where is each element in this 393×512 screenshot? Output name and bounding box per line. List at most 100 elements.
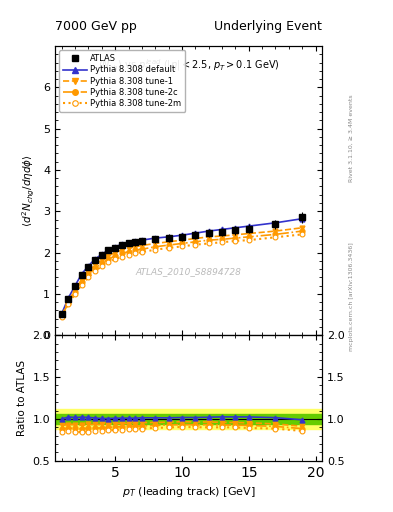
Pythia 8.308 tune-1 bbox=[73, 287, 77, 293]
Pythia 8.308 tune-2c bbox=[180, 241, 184, 247]
Pythia 8.308 default bbox=[93, 256, 97, 262]
Y-axis label: $\langle d^2 N_{chg}/d\eta d\phi \rangle$: $\langle d^2 N_{chg}/d\eta d\phi \rangle… bbox=[21, 154, 37, 227]
Pythia 8.308 tune-1 bbox=[126, 245, 131, 251]
Pythia 8.308 tune-2c bbox=[119, 250, 124, 257]
Pythia 8.308 tune-2m bbox=[153, 247, 158, 253]
Text: ATLAS_2010_S8894728: ATLAS_2010_S8894728 bbox=[136, 267, 242, 276]
Pythia 8.308 tune-1 bbox=[93, 262, 97, 268]
Pythia 8.308 tune-1 bbox=[113, 249, 118, 255]
Pythia 8.308 default bbox=[133, 238, 138, 244]
Pythia 8.308 tune-2c bbox=[133, 247, 138, 253]
Pythia 8.308 default bbox=[220, 226, 224, 232]
Bar bbox=[55, 414, 322, 423]
Pythia 8.308 tune-1 bbox=[180, 237, 184, 243]
Pythia 8.308 default bbox=[300, 216, 305, 222]
Pythia 8.308 default bbox=[79, 271, 84, 277]
Text: $\langle N_{ch} \rangle$ vs $p_T^{lead}$ ($|\eta| < 2.5$, $p_T > 0.1$ GeV): $\langle N_{ch} \rangle$ vs $p_T^{lead}$… bbox=[98, 58, 279, 74]
Pythia 8.308 tune-2c bbox=[220, 236, 224, 242]
Text: Rivet 3.1.10, ≥ 3.4M events: Rivet 3.1.10, ≥ 3.4M events bbox=[349, 94, 354, 182]
Pythia 8.308 tune-1 bbox=[106, 253, 111, 259]
Pythia 8.308 default bbox=[99, 251, 104, 257]
Pythia 8.308 default bbox=[66, 295, 71, 301]
Pythia 8.308 tune-2c bbox=[273, 231, 278, 238]
Pythia 8.308 default bbox=[193, 230, 198, 236]
Pythia 8.308 tune-2m bbox=[166, 245, 171, 251]
Pythia 8.308 tune-1 bbox=[193, 236, 198, 242]
Pythia 8.308 tune-2m bbox=[206, 241, 211, 247]
Pythia 8.308 tune-1 bbox=[79, 276, 84, 283]
Pythia 8.308 tune-2m bbox=[140, 249, 144, 255]
Pythia 8.308 tune-2c bbox=[106, 256, 111, 262]
Pythia 8.308 tune-2c bbox=[193, 239, 198, 245]
Pythia 8.308 tune-1 bbox=[153, 241, 158, 247]
Pythia 8.308 tune-2m bbox=[246, 237, 251, 243]
Pythia 8.308 tune-2c bbox=[126, 249, 131, 255]
Pythia 8.308 tune-2c bbox=[113, 253, 118, 259]
Pythia 8.308 tune-1 bbox=[206, 234, 211, 240]
Pythia 8.308 tune-2m bbox=[119, 253, 124, 260]
Pythia 8.308 tune-1 bbox=[66, 298, 71, 304]
Pythia 8.308 tune-1 bbox=[300, 225, 305, 231]
Pythia 8.308 tune-1 bbox=[119, 247, 124, 253]
Text: mcplots.cern.ch [arXiv:1306.3436]: mcplots.cern.ch [arXiv:1306.3436] bbox=[349, 243, 354, 351]
Pythia 8.308 tune-1 bbox=[166, 239, 171, 245]
Pythia 8.308 tune-2c bbox=[86, 271, 91, 278]
Pythia 8.308 tune-2m bbox=[220, 239, 224, 245]
Line: Pythia 8.308 tune-2m: Pythia 8.308 tune-2m bbox=[59, 232, 305, 319]
Pythia 8.308 tune-2c bbox=[206, 237, 211, 243]
Pythia 8.308 tune-2m bbox=[86, 274, 91, 281]
Pythia 8.308 tune-2m bbox=[126, 251, 131, 258]
Pythia 8.308 default bbox=[126, 240, 131, 246]
Pythia 8.308 tune-2m bbox=[273, 234, 278, 240]
Pythia 8.308 tune-1 bbox=[86, 268, 91, 274]
Pythia 8.308 tune-2c bbox=[166, 242, 171, 248]
Pythia 8.308 tune-2m bbox=[93, 268, 97, 274]
Pythia 8.308 tune-1 bbox=[246, 230, 251, 237]
Pythia 8.308 tune-2m bbox=[233, 238, 238, 244]
Pythia 8.308 tune-2c bbox=[233, 235, 238, 241]
Pythia 8.308 tune-2m bbox=[73, 291, 77, 297]
Pythia 8.308 tune-2c bbox=[99, 260, 104, 266]
Pythia 8.308 tune-2m bbox=[193, 242, 198, 248]
Y-axis label: Ratio to ATLAS: Ratio to ATLAS bbox=[17, 360, 27, 436]
Pythia 8.308 tune-2m bbox=[79, 282, 84, 288]
Pythia 8.308 tune-2c bbox=[73, 289, 77, 295]
Pythia 8.308 default bbox=[246, 223, 251, 229]
Pythia 8.308 default bbox=[73, 283, 77, 289]
Pythia 8.308 tune-2m bbox=[99, 263, 104, 269]
Pythia 8.308 tune-2m bbox=[180, 243, 184, 249]
Pythia 8.308 tune-2m bbox=[106, 259, 111, 265]
Pythia 8.308 tune-2c bbox=[93, 265, 97, 271]
Pythia 8.308 default bbox=[273, 220, 278, 226]
Pythia 8.308 tune-2c bbox=[246, 234, 251, 240]
Pythia 8.308 tune-1 bbox=[99, 257, 104, 263]
Line: Pythia 8.308 default: Pythia 8.308 default bbox=[59, 216, 305, 316]
Bar bbox=[55, 409, 322, 429]
Pythia 8.308 tune-2m bbox=[59, 314, 64, 320]
Pythia 8.308 tune-1 bbox=[233, 232, 238, 238]
Pythia 8.308 default bbox=[206, 228, 211, 234]
Pythia 8.308 default bbox=[86, 263, 91, 269]
Pythia 8.308 tune-1 bbox=[220, 233, 224, 239]
Pythia 8.308 default bbox=[59, 311, 64, 317]
Pythia 8.308 default bbox=[140, 237, 144, 243]
Pythia 8.308 tune-2c bbox=[140, 246, 144, 252]
Pythia 8.308 tune-2m bbox=[300, 231, 305, 238]
Pythia 8.308 tune-1 bbox=[273, 228, 278, 234]
Pythia 8.308 tune-1 bbox=[140, 243, 144, 249]
Pythia 8.308 tune-2c bbox=[79, 279, 84, 285]
Line: Pythia 8.308 tune-2c: Pythia 8.308 tune-2c bbox=[59, 229, 305, 318]
Pythia 8.308 default bbox=[119, 241, 124, 247]
Legend: ATLAS, Pythia 8.308 default, Pythia 8.308 tune-1, Pythia 8.308 tune-2c, Pythia 8: ATLAS, Pythia 8.308 default, Pythia 8.30… bbox=[59, 50, 185, 112]
Pythia 8.308 tune-2c bbox=[66, 300, 71, 306]
Pythia 8.308 default bbox=[153, 235, 158, 241]
Pythia 8.308 default bbox=[166, 234, 171, 240]
X-axis label: $p_T$ (leading track) [GeV]: $p_T$ (leading track) [GeV] bbox=[122, 485, 255, 499]
Pythia 8.308 tune-1 bbox=[133, 244, 138, 250]
Pythia 8.308 tune-2m bbox=[113, 256, 118, 262]
Pythia 8.308 tune-2c bbox=[153, 244, 158, 250]
Pythia 8.308 default bbox=[113, 244, 118, 250]
Pythia 8.308 tune-1 bbox=[59, 312, 64, 318]
Line: Pythia 8.308 tune-1: Pythia 8.308 tune-1 bbox=[59, 225, 305, 318]
Text: Underlying Event: Underlying Event bbox=[215, 20, 322, 33]
